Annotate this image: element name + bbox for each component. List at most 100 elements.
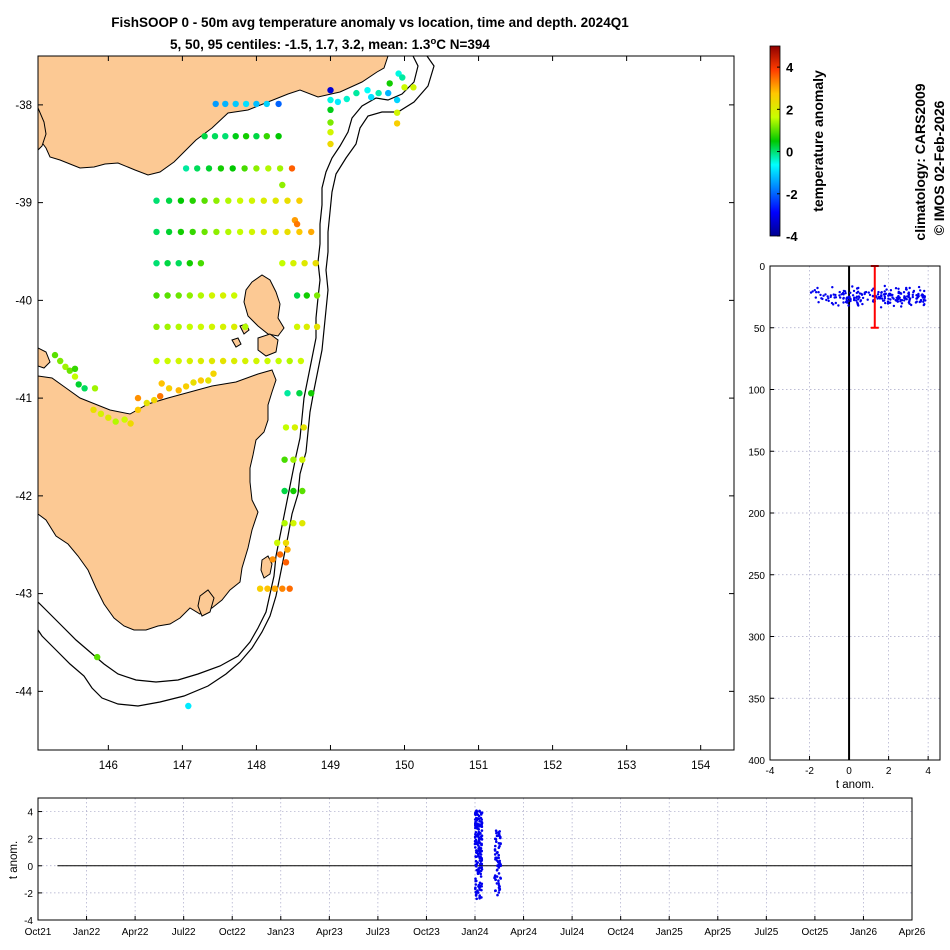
- time-series-point: [480, 888, 483, 892]
- map-x-tick-label: 152: [543, 760, 562, 772]
- map-point: [327, 119, 334, 126]
- depth-profile-point: [907, 301, 911, 304]
- depth-profile-point: [837, 304, 840, 307]
- depth-profile-point: [863, 292, 866, 296]
- depth-profile-panel: -4 -2 0 2 4 0 50 100 150 200 250 300 350 400 t anom.: [748, 262, 941, 791]
- map-point: [213, 197, 220, 204]
- map-point: [301, 260, 308, 267]
- time-series-point: [477, 847, 480, 850]
- map-point: [296, 228, 303, 236]
- time-series-point: [474, 816, 478, 820]
- map-point: [164, 292, 171, 299]
- map-point: [208, 357, 216, 365]
- time-series-point: [474, 840, 478, 844]
- map-point: [248, 197, 256, 204]
- depth-profile-point: [896, 297, 899, 300]
- map-point: [399, 74, 406, 81]
- time-series-y-tick-label: -4: [24, 916, 33, 927]
- depth-profile-point: [880, 297, 884, 300]
- map-point: [393, 120, 401, 127]
- map-point: [393, 109, 401, 116]
- map-point: [312, 260, 319, 267]
- depth-profile-point: [834, 293, 837, 297]
- map-point: [253, 357, 260, 365]
- map-point: [165, 228, 173, 236]
- depth-profile-point: [900, 305, 903, 308]
- depth-profile-point: [849, 291, 852, 294]
- map-point: [296, 390, 303, 397]
- depth-profile-point: [907, 292, 910, 295]
- time-series-point: [475, 851, 478, 854]
- depth-profile-point: [876, 293, 880, 296]
- map-point: [279, 585, 286, 592]
- colorbar-tick-label: 0: [786, 145, 793, 160]
- time-series-point: [478, 886, 481, 890]
- time-series-x-tick-label: Jan22: [73, 927, 101, 938]
- time-series-point: [497, 856, 501, 860]
- time-series-point: [495, 882, 499, 885]
- title-degree-symbol: o: [430, 36, 436, 47]
- map-point: [151, 396, 158, 404]
- map-point: [393, 96, 401, 104]
- time-series-point: [480, 842, 483, 846]
- depth-profile-point: [811, 290, 814, 293]
- time-series-point: [493, 875, 497, 879]
- map-point: [197, 323, 205, 330]
- map-y-tick-label: -39: [15, 198, 32, 210]
- map-point: [290, 487, 297, 495]
- map-point: [186, 260, 193, 267]
- map-point: [300, 424, 307, 431]
- map-point: [236, 228, 244, 236]
- time-series-point: [479, 853, 483, 856]
- depth-profile-point: [827, 297, 830, 300]
- map-point: [71, 365, 79, 372]
- depth-profile-x-tick-label: 2: [886, 766, 892, 777]
- map-x-tick-label: 153: [617, 760, 636, 772]
- colorbar-gradient: [769, 45, 781, 237]
- depth-profile-point: [883, 290, 886, 293]
- depth-profile-point: [892, 297, 895, 300]
- time-series-x-tick-label: Jan24: [461, 927, 489, 938]
- time-series-x-tick-label: Jul25: [754, 927, 778, 938]
- time-series-point: [496, 851, 499, 854]
- time-series-point: [479, 875, 483, 878]
- time-series-point: [474, 846, 477, 849]
- depth-profile-point: [858, 296, 861, 299]
- depth-profile-y-tick-label: 350: [748, 694, 765, 705]
- depth-profile-point: [824, 293, 827, 296]
- map-point: [71, 373, 79, 380]
- map-point: [158, 380, 165, 387]
- map-point: [165, 197, 173, 204]
- map-x-tick-label: 151: [469, 760, 488, 772]
- depth-profile-point: [902, 291, 906, 294]
- depth-profile-point: [880, 294, 883, 298]
- map-point: [197, 357, 205, 365]
- map-point: [205, 377, 212, 384]
- depth-profile-point: [822, 294, 825, 297]
- map-point: [186, 357, 193, 365]
- map-point: [260, 197, 267, 204]
- depth-profile-point: [868, 293, 872, 297]
- depth-profile-point: [900, 299, 904, 302]
- depth-profile-point: [832, 303, 835, 306]
- time-series-x-tick-label: Apr22: [122, 927, 149, 938]
- time-series-point: [497, 872, 501, 875]
- time-series-point: [474, 826, 477, 830]
- map-y-tick-label: -41: [15, 393, 32, 405]
- time-series-point: [478, 881, 482, 885]
- map-x-tick-label: 154: [691, 760, 711, 772]
- depth-profile-y-tick-label: 300: [748, 633, 765, 644]
- time-series-x-tick-label: Oct22: [219, 927, 246, 938]
- map-y-tick-label: -40: [15, 295, 32, 307]
- depth-profile-point: [911, 295, 914, 299]
- time-series-point: [474, 894, 478, 897]
- depth-profile-point: [866, 298, 869, 301]
- time-series-point: [495, 840, 498, 843]
- time-series-point: [498, 861, 502, 865]
- depth-profile-x-tick-label: 4: [925, 766, 931, 777]
- land-small-island: [231, 337, 242, 348]
- depth-profile-point: [912, 291, 915, 294]
- map-point: [265, 165, 272, 172]
- depth-profile-point: [887, 294, 890, 297]
